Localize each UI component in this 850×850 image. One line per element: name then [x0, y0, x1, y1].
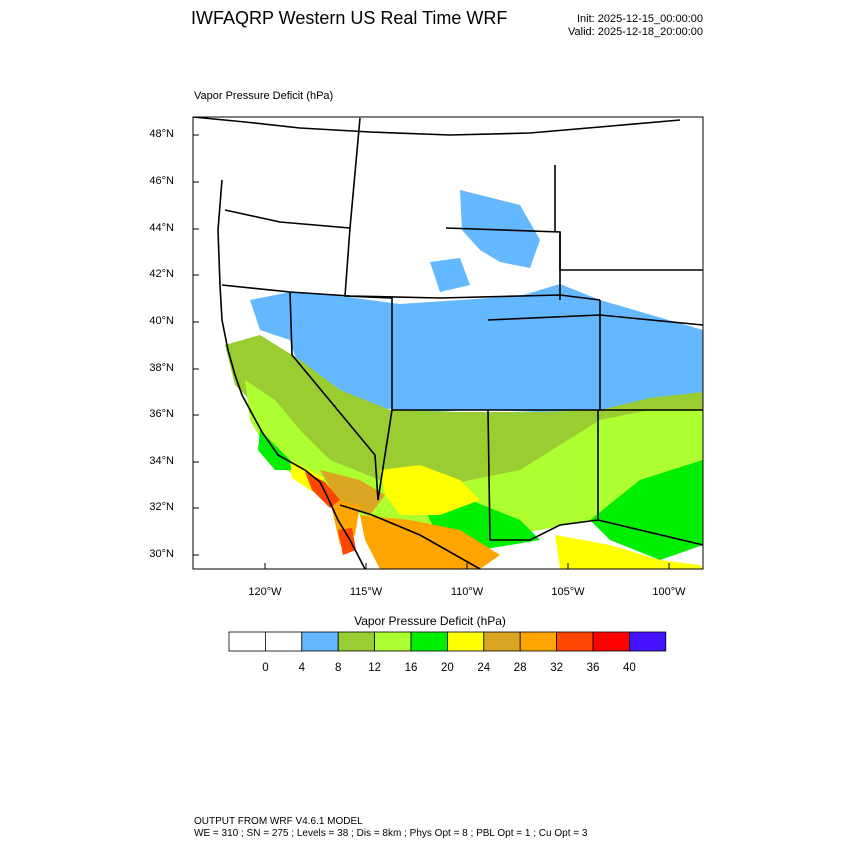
vpd-field	[225, 190, 703, 569]
colorbar-swatch	[228, 631, 266, 652]
lat-label: 40°N	[149, 315, 174, 327]
map-title: IWFAQRP Western US Real Time WRF	[191, 8, 508, 28]
colorbar-swatch	[446, 631, 485, 652]
lat-label: 34°N	[149, 455, 174, 467]
lat-label: 38°N	[149, 362, 174, 374]
lon-label: 105°W	[551, 586, 585, 598]
lon-label: 115°W	[349, 586, 383, 598]
init-time: Init: 2025-12-15_00:00:00	[577, 13, 703, 25]
model-info: OUTPUT FROM WRF V4.6.1 MODEL	[194, 816, 363, 827]
colorbar-swatch	[301, 631, 339, 652]
axis-ticks	[193, 134, 670, 569]
map-frame	[192, 116, 704, 570]
colorbar	[228, 631, 667, 652]
colorbar-swatch	[519, 631, 558, 652]
lon-label: 100°W	[652, 586, 686, 598]
model-settings: WE = 310 ; SN = 275 ; Levels = 38 ; Dis …	[194, 828, 588, 839]
colorbar-swatch	[592, 631, 630, 652]
colorbar-swatch	[629, 631, 667, 652]
state-boundaries	[193, 117, 703, 569]
colorbar-tick-label: 40	[622, 662, 636, 674]
colorbar-tick-label: 4	[298, 662, 305, 674]
lat-label: 32°N	[149, 501, 174, 513]
colorbar-tick-label: 0	[262, 662, 269, 674]
colorbar-tick-label: 32	[550, 662, 563, 674]
colorbar-swatch	[264, 631, 303, 652]
colorbar-swatch	[556, 631, 594, 652]
colorbar-tick-label: 24	[477, 662, 491, 674]
colorbar-tick-label: 28	[513, 662, 527, 674]
lat-label: 36°N	[149, 408, 174, 420]
lon-label: 110°W	[450, 586, 484, 598]
colorbar-tick-label: 8	[334, 662, 342, 674]
colorbar-tick-label: 36	[586, 662, 600, 674]
lat-label: 46°N	[149, 175, 174, 187]
coastline	[217, 179, 366, 570]
colorbar-swatch	[483, 631, 521, 652]
valid-time: Valid: 2025-12-18_20:00:00	[568, 26, 703, 38]
colorbar-swatch	[337, 631, 376, 652]
colorbar-tick-label: 16	[404, 662, 418, 674]
colorbar-swatch	[410, 631, 448, 652]
colorbar-title: Vapor Pressure Deficit (hPa)	[354, 614, 506, 628]
lat-label: 30°N	[149, 548, 174, 560]
lat-label: 48°N	[149, 128, 174, 140]
field-label: Vapor Pressure Deficit (hPa)	[194, 90, 334, 102]
lat-label: 44°N	[149, 222, 174, 234]
colorbar-tick-label: 12	[368, 662, 381, 674]
colorbar-tick-label: 20	[440, 662, 454, 674]
lat-label: 42°N	[149, 268, 174, 280]
lon-label: 120°W	[248, 586, 282, 598]
colorbar-swatch	[374, 631, 412, 652]
